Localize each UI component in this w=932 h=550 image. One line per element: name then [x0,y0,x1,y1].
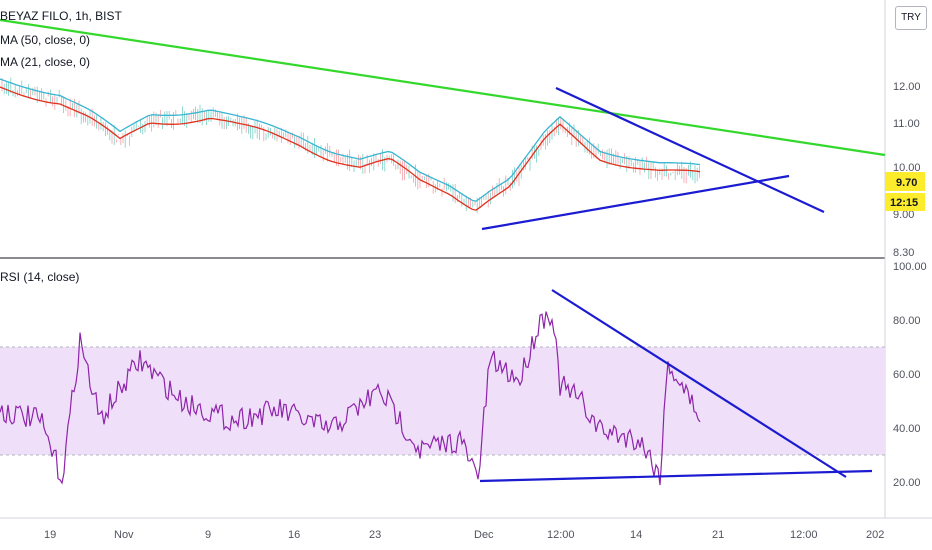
candles [1,77,700,214]
currency-button[interactable]: TRY [895,6,927,30]
time-tick: 202 [866,529,884,541]
price-axis: 12.00 11.00 10.00 9.00 8.30 [893,81,921,259]
price-tick: 12.00 [893,81,921,93]
rsi-tick: 100.00 [893,261,927,273]
time-tick: Nov [114,529,134,541]
countdown-tag [885,193,925,211]
time-tick: 9 [205,529,211,541]
time-tick: 19 [44,529,56,541]
current-price-tag [885,172,925,191]
time-tick: 16 [288,529,300,541]
rsi-tick: 80.00 [893,315,921,327]
time-tick: 14 [630,529,642,541]
time-tick: Dec [474,529,494,541]
chart-title: BEYAZ FILO, 1h, BIST [0,9,122,23]
time-axis: 19 Nov 9 16 23 Dec 12:00 14 21 12:00 202 [44,529,884,541]
ma21-legend: MA (21, close, 0) [0,55,90,69]
price-tick: 9.00 [893,209,914,221]
price-tick: 10.00 [893,162,921,174]
ma50-legend: MA (50, close, 0) [0,33,90,47]
rsi-tick: 40.00 [893,423,921,435]
rsi-tick: 60.00 [893,369,921,381]
trendline-green[interactable] [0,18,886,157]
trendline-blue-upper[interactable] [555,87,825,213]
time-tick: 21 [712,529,724,541]
rsi-axis: 100.00 80.00 60.00 40.00 20.00 [893,261,927,489]
time-tick: 23 [369,529,381,541]
rsi-trendline-upper[interactable] [551,289,847,478]
rsi-line [0,311,701,486]
rsi-tick: 20.00 [893,477,921,489]
price-tick: 11.00 [893,118,920,130]
time-tick: 12:00 [790,529,818,541]
rsi-trendline-lower[interactable] [479,469,873,483]
trendline-blue-lower[interactable] [481,174,790,231]
rsi-legend: RSI (14, close) [0,270,79,284]
price-tick: 8.30 [893,247,914,259]
current-price: 9.70 [896,177,917,189]
ma21-line [0,86,701,211]
ma50-line [0,78,701,202]
time-tick: 12:00 [547,529,575,541]
countdown: 12:15 [890,197,918,209]
